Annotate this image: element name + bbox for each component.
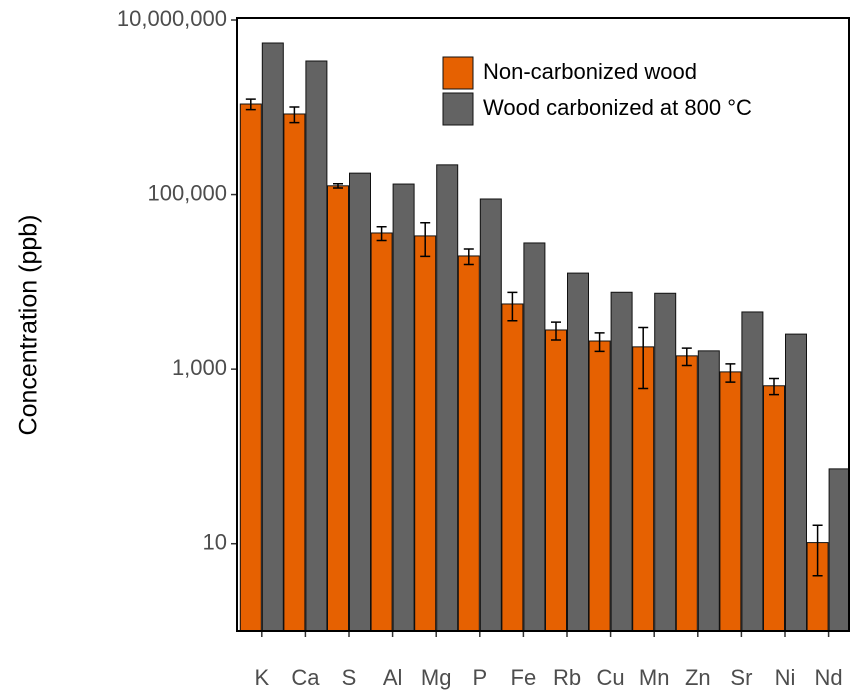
bar xyxy=(349,172,371,632)
error-bar xyxy=(769,377,779,396)
bar xyxy=(675,355,698,632)
bar xyxy=(436,164,459,632)
x-tick-label: Cu xyxy=(597,665,625,690)
x-tick-label: Zn xyxy=(685,665,711,690)
error-bar xyxy=(245,98,256,111)
bar xyxy=(327,185,349,632)
bar xyxy=(479,198,502,632)
x-tick-label: Ni xyxy=(775,665,796,690)
y-tick-label: 10 xyxy=(203,530,227,555)
error-bar xyxy=(551,321,561,341)
bar xyxy=(239,103,262,632)
bar xyxy=(545,329,567,632)
bar xyxy=(697,350,720,632)
bar xyxy=(501,303,524,632)
y-tick-label: 100,000 xyxy=(147,180,227,205)
x-tick-label: Fe xyxy=(511,665,537,690)
error-bar xyxy=(638,326,649,390)
error-bar xyxy=(420,221,431,258)
x-tick-label: S xyxy=(342,665,357,690)
bar xyxy=(392,183,415,632)
plot-frame xyxy=(236,17,850,632)
error-bar xyxy=(725,363,736,383)
bar xyxy=(828,468,850,632)
legend-swatch xyxy=(442,56,474,90)
bar xyxy=(785,333,807,632)
bar xyxy=(567,272,589,632)
y-tick-label: 1,000 xyxy=(172,355,227,380)
error-bar xyxy=(463,248,474,266)
error-bar xyxy=(594,332,605,353)
x-tick-label: Nd xyxy=(815,665,843,690)
x-tick-label: Sr xyxy=(730,665,752,690)
bar xyxy=(741,311,764,632)
bar xyxy=(588,340,611,632)
y-axis-title: Concentration (ppb) xyxy=(15,215,43,436)
legend-label: Non-carbonized wood xyxy=(483,59,697,84)
error-bar xyxy=(289,106,300,124)
bar xyxy=(654,292,677,632)
x-tick-label: Mn xyxy=(639,665,670,690)
x-tick-label: Mg xyxy=(421,665,452,690)
bar xyxy=(457,255,480,632)
error-bar xyxy=(681,347,692,367)
x-tick-label: Ca xyxy=(291,665,320,690)
error-bar xyxy=(376,225,387,242)
bar xyxy=(632,346,655,632)
bar xyxy=(763,385,785,632)
y-tick-label: 10,000,000 xyxy=(117,6,227,31)
legend-swatch xyxy=(442,92,474,126)
error-bar xyxy=(333,183,343,189)
error-bar xyxy=(812,524,823,577)
bar xyxy=(283,113,306,632)
bar xyxy=(610,291,633,632)
bar xyxy=(523,242,546,632)
legend-label: Wood carbonized at 800 °C xyxy=(483,95,752,120)
x-tick-label: P xyxy=(472,665,487,690)
x-tick-label: K xyxy=(254,665,269,690)
x-tick-label: Rb xyxy=(553,665,581,690)
error-bar xyxy=(507,291,518,322)
bar xyxy=(414,235,437,632)
bar xyxy=(305,60,328,632)
bar xyxy=(719,371,742,632)
bar xyxy=(370,232,393,632)
x-tick-label: Al xyxy=(383,665,403,690)
bar xyxy=(261,42,284,632)
